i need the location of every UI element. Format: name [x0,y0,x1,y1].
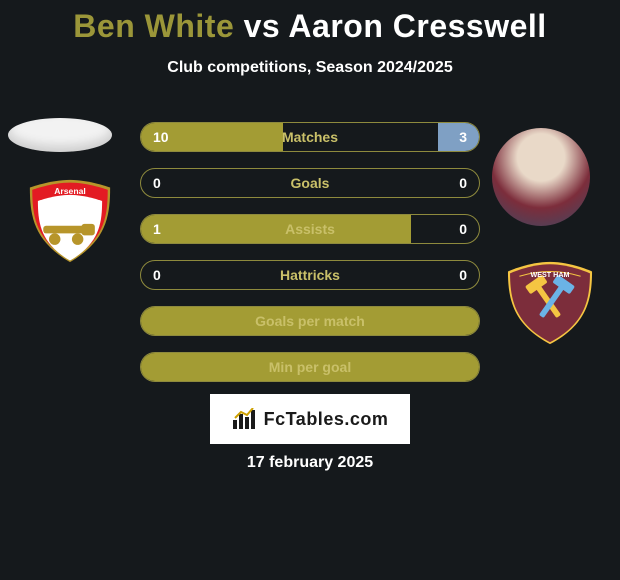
footer-date: 17 february 2025 [0,454,620,472]
stat-row: 00Hattricks [140,260,480,290]
page-title: Ben White vs Aaron Cresswell [0,8,620,45]
stat-label: Goals per match [141,307,479,335]
stat-label: Goals [141,169,479,197]
stat-row: Goals per match [140,306,480,336]
player1-photo [8,118,112,152]
svg-text:Arsenal: Arsenal [54,186,86,196]
footer-logo-text: FcTables.com [264,409,389,430]
player2-name: Aaron Cresswell [288,8,546,44]
vs-text: vs [244,8,281,44]
player1-name: Ben White [73,8,234,44]
club-crest-left: Arsenal [22,178,118,264]
stats-column: 103Matches 00Goals 10Assists 00Hattricks Goa… [140,122,480,398]
stat-row: 10Assists [140,214,480,244]
stat-row: Min per goal [140,352,480,382]
stat-row: 00Goals [140,168,480,198]
stat-label: Min per goal [141,353,479,381]
club-crest-right: WEST HAM [502,260,598,346]
fctables-icon [232,408,258,430]
stat-row: 103Matches [140,122,480,152]
footer-logo: FcTables.com [210,394,410,444]
stat-label: Hattricks [141,261,479,289]
stat-label: Assists [141,215,479,243]
comparison-card: Ben White vs Aaron Cresswell Club compet… [0,0,620,580]
stat-label: Matches [141,123,479,151]
subtitle: Club competitions, Season 2024/2025 [0,59,620,77]
player2-photo [492,128,590,226]
svg-text:WEST HAM: WEST HAM [531,271,570,279]
